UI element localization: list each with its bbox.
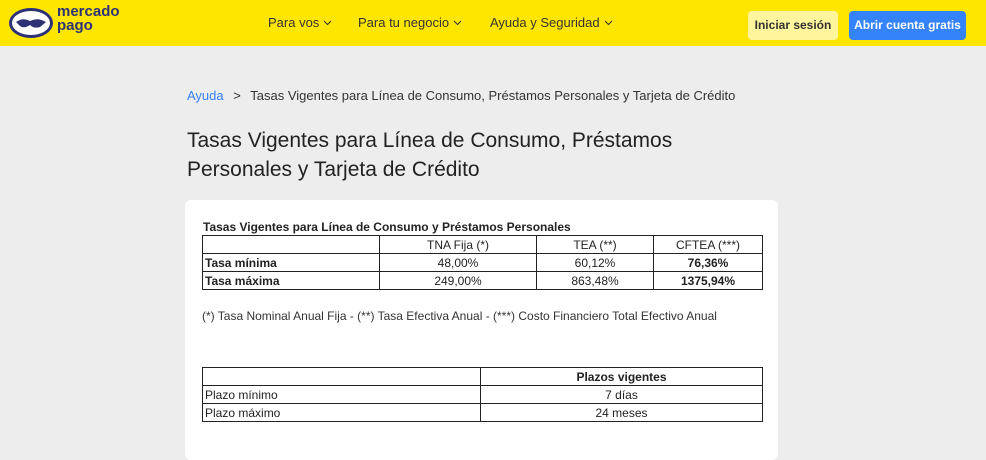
breadcrumb: Ayuda > Tasas Vigentes para Línea de Con…	[187, 88, 735, 103]
table-cell: CFTEA (***)	[653, 235, 763, 254]
table-cell: 24 meses	[480, 403, 763, 422]
table-cell: Plazo máximo	[202, 403, 481, 422]
table-cell: 249,00%	[379, 271, 537, 290]
login-button[interactable]: Iniciar sesión	[748, 11, 838, 40]
logo-text[interactable]: mercado pago	[57, 3, 120, 34]
nav-label: Para tu negocio	[358, 15, 450, 30]
table-cell: 76,36%	[653, 253, 763, 272]
nav-item[interactable]: Para vos	[268, 15, 332, 30]
table-cell: Tasa mínima	[202, 253, 380, 272]
breadcrumb-link[interactable]: Ayuda	[187, 88, 224, 103]
logo-icon[interactable]	[8, 7, 54, 39]
table-cell: 60,12%	[536, 253, 654, 272]
title-line: Personales y Tarjeta de Crédito	[187, 158, 480, 181]
table-cell: Plazos vigentes	[480, 367, 763, 386]
breadcrumb-separator: >	[233, 88, 241, 103]
footnote: (*) Tasa Nominal Anual Fija - (**) Tasa …	[202, 309, 717, 323]
title-line: Tasas Vigentes para Línea de Consumo, Pr…	[187, 129, 673, 152]
table-caption: Tasas Vigentes para Línea de Consumo y P…	[203, 220, 571, 234]
table-cell	[202, 367, 481, 386]
table-row: TNA Fija (*) TEA (**) CFTEA (***)	[202, 235, 763, 254]
table-row: Tasa mínima 48,00% 60,12% 76,36%	[202, 253, 763, 272]
table-cell	[202, 235, 380, 254]
table-cell: Tasa máxima	[202, 271, 380, 290]
page-title: Tasas Vigentes para Línea de Consumo, Pr…	[187, 126, 672, 184]
logo-line: pago	[57, 17, 93, 34]
nav-label: Para vos	[268, 15, 320, 30]
nav-item[interactable]: Para tu negocio	[358, 15, 462, 30]
chevron	[323, 20, 332, 25]
terms-table: Plazos vigentes Plazo mínimo 7 días Plaz…	[202, 367, 763, 422]
nav-item[interactable]: Ayuda y Seguridad	[490, 15, 613, 30]
breadcrumb-current: Tasas Vigentes para Línea de Consumo, Pr…	[250, 88, 736, 103]
table-row: Plazos vigentes	[202, 367, 763, 386]
header: mercado pago Para vos Para tu negocio Ay…	[0, 0, 986, 46]
table-cell: 863,48%	[536, 271, 654, 290]
table-cell: TEA (**)	[536, 235, 654, 254]
table-row: Plazo mínimo 7 días	[202, 385, 763, 404]
table-cell: 7 días	[480, 385, 763, 404]
table-cell: TNA Fija (*)	[379, 235, 537, 254]
table-row: Tasa máxima 249,00% 863,48% 1375,94%	[202, 271, 763, 290]
nav-label: Ayuda y Seguridad	[490, 15, 600, 30]
table-cell: 48,00%	[379, 253, 537, 272]
table-row: Plazo máximo 24 meses	[202, 403, 763, 422]
table-cell: Plazo mínimo	[202, 385, 481, 404]
rates-table: TNA Fija (*) TEA (**) CFTEA (***) Tasa m…	[202, 235, 763, 290]
chevron	[453, 20, 462, 25]
signup-button[interactable]: Abrir cuenta gratis	[849, 11, 966, 40]
table-cell: 1375,94%	[653, 271, 763, 290]
logo-line: mercado	[57, 3, 120, 20]
chevron	[604, 20, 612, 25]
